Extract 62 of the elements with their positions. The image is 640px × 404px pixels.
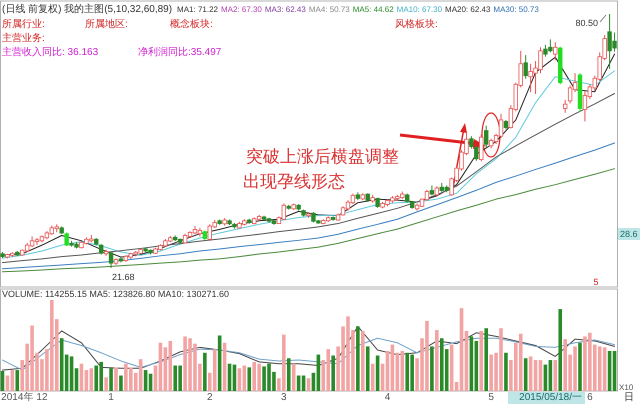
x-tick-label: 5 (488, 392, 494, 403)
bar (286, 358, 291, 391)
annotation: MA10: 67.30 (396, 5, 443, 14)
annotation: MA5: 44.62 (352, 5, 394, 14)
annotation: 所属地区: (85, 18, 128, 30)
annotation: 净利润同比:35.497 (138, 46, 222, 58)
annotation: 风格板块: (395, 18, 438, 30)
annotation: 所属行业: (2, 18, 45, 30)
annotation: MA4: 50.73 (308, 5, 350, 14)
text: X10 (619, 383, 634, 392)
chart-title: (日线 前复权) 我的主图(5,10,32,60,89) (2, 3, 172, 15)
annotation: 80.50 (575, 18, 598, 28)
bar (360, 330, 365, 391)
bar (0, 370, 4, 391)
bar (376, 356, 380, 391)
bar (370, 364, 374, 391)
bar (109, 368, 113, 391)
annotation: MA20: 62.43 (445, 5, 491, 14)
bar (218, 335, 222, 391)
annotation: 主营收入同比: 36.163 (2, 46, 99, 58)
bar (524, 358, 528, 391)
annotation: 突破上涨后横盘调整 (246, 147, 399, 166)
bar (356, 326, 360, 391)
bar (479, 330, 484, 391)
text: 21.68 (112, 272, 135, 282)
bar (104, 377, 108, 391)
x-tick-label: 1 (108, 392, 114, 403)
annotation: MA2: 67.30 (220, 5, 262, 14)
annotation: MA3: 62.43 (264, 5, 306, 14)
bar (15, 370, 20, 391)
bar (306, 378, 310, 391)
text: 2015/05/18/一 (519, 392, 582, 403)
bar (331, 356, 335, 391)
bar (578, 342, 582, 391)
annotation: 概念板块: (170, 18, 213, 30)
text: 5 (593, 277, 599, 287)
x-tick-label: 12 (36, 392, 48, 403)
bar (435, 330, 439, 391)
x-tick-label: 3 (281, 392, 288, 403)
annotation: MA30: 50.73 (493, 5, 540, 14)
text: 28.6 (620, 229, 638, 239)
x-tick-label: 6 (587, 392, 594, 403)
annotation: 主营业务: (2, 32, 45, 44)
bar (558, 309, 562, 391)
bar (366, 346, 370, 391)
bar (430, 346, 434, 391)
annotation: MA1: 71.22 (177, 5, 219, 14)
bar (292, 364, 296, 391)
bar (484, 328, 488, 391)
x-tick-label: 2014年 (1, 391, 34, 403)
bar (222, 342, 226, 391)
bar (554, 360, 558, 391)
x-tick-label: 2 (207, 392, 213, 403)
x-tick-label: 4 (384, 392, 391, 403)
bar (114, 367, 118, 391)
bar (203, 352, 207, 391)
bar (119, 376, 123, 391)
bar (247, 367, 252, 391)
text: 日 (624, 392, 634, 403)
annotation: 出现孕线形态 (243, 172, 345, 191)
text: VOLUME: 114255.15 MA5: 123826.80 MA10: 130271.60 (2, 289, 229, 299)
bar (504, 352, 508, 391)
